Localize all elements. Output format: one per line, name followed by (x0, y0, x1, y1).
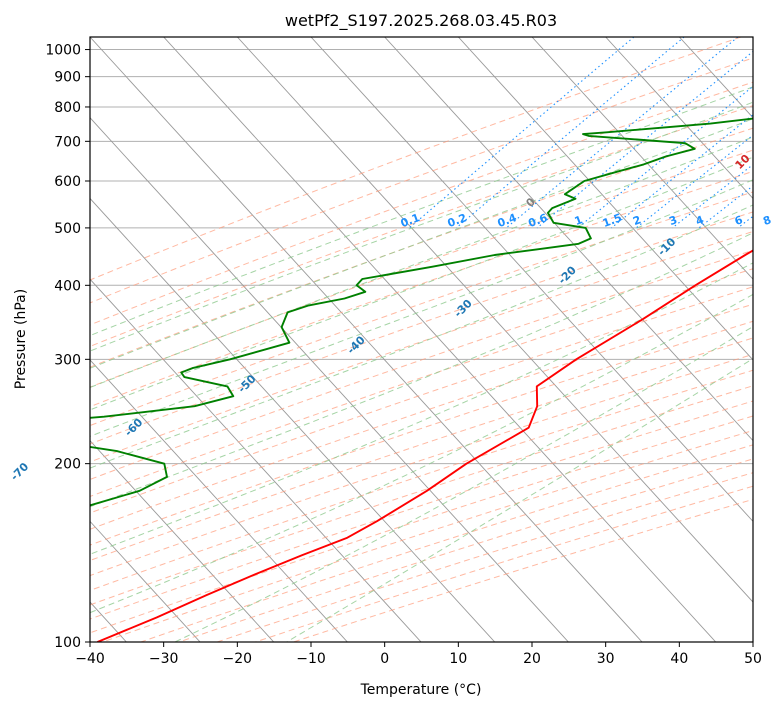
isotherm-line (237, 37, 753, 603)
x-tick-label: 0 (380, 651, 389, 667)
mixing-ratio-lines (409, 37, 775, 229)
mixing-ratio-label: 2 (631, 213, 643, 228)
mixing-ratio-label: 1.5 (601, 211, 624, 230)
isotherm-line (458, 37, 753, 361)
isotherm-label: -20 (556, 263, 579, 286)
dry-adiabat-line (90, 37, 742, 281)
isotherm-line (90, 197, 496, 642)
y-tick-label: 700 (54, 134, 81, 150)
dry-adiabat-line (90, 337, 753, 561)
profiles (90, 117, 753, 642)
dry-adiabat-line (90, 286, 753, 514)
isotherm-line (605, 37, 753, 200)
isotherm-line (90, 439, 275, 642)
dry-adiabat-line (90, 385, 753, 606)
moist-adiabat-line (90, 232, 753, 508)
isotherm-label: -30 (452, 297, 475, 320)
mixing-ratio-line (698, 185, 753, 229)
dry-adiabat-line (90, 415, 753, 634)
isotherm-line (90, 278, 422, 642)
x-tick-label: 30 (597, 651, 615, 667)
mixing-ratio-label: 6 (733, 213, 745, 228)
dry-adiabat-line (217, 472, 753, 642)
mixing-ratio-line (611, 114, 753, 229)
mixing-ratio-label: 3 (667, 213, 679, 228)
y-tick-label: 800 (54, 100, 81, 116)
isotherm-label: -70 (8, 460, 31, 483)
mixing-ratio-label: 4 (694, 213, 706, 228)
x-axis-label: Temperature (°C) (360, 682, 482, 698)
mixing-ratio-label: 0.2 (446, 211, 469, 230)
x-tick-label: 10 (449, 651, 467, 667)
dry-adiabat-line (90, 303, 753, 530)
mixing-ratio-label: 8 (761, 213, 773, 228)
mixing-ratio-label: 0.4 (496, 211, 519, 230)
isotherm-label: -40 (345, 333, 368, 356)
isotherm-line (752, 37, 753, 38)
mixing-ratio-line (635, 134, 753, 229)
mixing-ratio-line (737, 215, 753, 229)
temperature-line (97, 249, 753, 642)
x-tick-label: −20 (223, 651, 253, 667)
isotherm-line (90, 117, 569, 642)
line-labels: -100-90-80-70-60-50-40-30-20-100.10.20.4… (8, 152, 773, 484)
moist-adiabat-line (90, 262, 753, 555)
axes: −40 −30 −20 −10 0 10 20 30 40 5010020030040050060… (45, 43, 762, 667)
isotherm-line (310, 37, 753, 523)
y-axis-label: Pressure (hPa) (13, 289, 29, 389)
x-tick-label: −30 (149, 651, 179, 667)
y-tick-label: 300 (54, 352, 81, 368)
mixing-ratio-label: 0.6 (526, 211, 549, 230)
isotherm-line (90, 520, 201, 642)
isotherm-label: -50 (235, 372, 258, 395)
dry-adiabat-line (90, 170, 753, 408)
dry-adiabat-line (90, 268, 753, 497)
dry-adiabat-line (90, 320, 753, 546)
mixing-ratio-line (672, 163, 753, 229)
dry-adiabat-line (90, 369, 753, 591)
moist-adiabat-line (90, 86, 753, 337)
isotherm-line (384, 37, 753, 442)
y-tick-label: 200 (54, 457, 81, 473)
mixing-ratio-label: 1 (573, 213, 585, 228)
dewpoint-line (90, 117, 753, 507)
mixing-ratio-line (536, 50, 753, 229)
y-tick-label: 900 (54, 70, 81, 86)
y-tick-label: 500 (54, 221, 81, 237)
isotherm-label: -60 (122, 416, 145, 439)
mixing-ratio-line (505, 37, 739, 229)
moist-adiabat-label: 10 (733, 152, 753, 172)
dry-adiabat-line (140, 444, 753, 642)
y-tick-label: 100 (54, 635, 81, 651)
isotherm-label: -10 (655, 235, 678, 258)
y-tick-label: 400 (54, 278, 81, 294)
moist-adiabat-line (90, 156, 753, 411)
dry-adiabat-line (90, 353, 753, 577)
isotherm-line (163, 37, 717, 642)
x-tick-label: 20 (523, 651, 541, 667)
dry-adiabat-line (90, 191, 753, 427)
isotherm-line (90, 37, 643, 642)
mixing-ratio-label: 0.1 (399, 211, 422, 230)
dry-adiabat-line (90, 211, 753, 445)
x-tick-label: 40 (670, 651, 688, 667)
y-tick-label: 1000 (45, 43, 81, 59)
dry-adiabat-line (90, 400, 753, 620)
mixing-ratio-line (455, 37, 685, 229)
x-tick-label: −10 (296, 651, 326, 667)
y-tick-label: 600 (54, 174, 81, 190)
plot-frame (89, 36, 754, 643)
x-tick-label: −40 (75, 651, 105, 667)
dry-adiabat-line (293, 498, 753, 642)
x-tick-label: 50 (744, 651, 762, 667)
moist-adiabat-line (90, 179, 753, 437)
isotherm-line (90, 359, 348, 642)
moist-adiabat-line (286, 357, 753, 642)
moist-adiabat-line (90, 136, 753, 389)
dry-adiabat-line (255, 485, 753, 642)
chart-title: wetPf2_S197.2025.268.03.45.R03 (285, 11, 557, 31)
mixing-ratio-line (766, 37, 775, 228)
dry-adiabat-line (90, 249, 753, 480)
